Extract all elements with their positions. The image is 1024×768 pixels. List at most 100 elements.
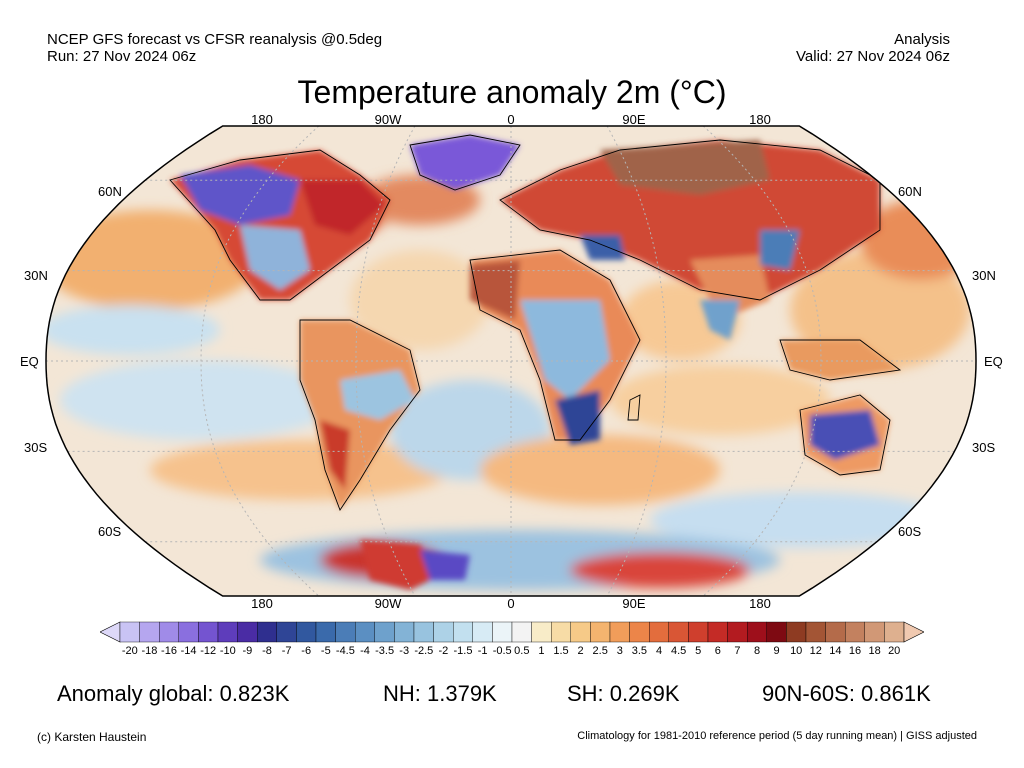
model-info-line: NCEP GFS forecast vs CFSR reanalysis @0.… bbox=[47, 31, 383, 48]
colorbar-segment bbox=[551, 621, 572, 643]
colorbar-tick-label: 1 bbox=[538, 645, 545, 657]
colorbar-tick-label: -8 bbox=[262, 645, 272, 657]
stat-arctic: 90N-60S: 0.861K bbox=[762, 681, 931, 706]
colorbar-segment bbox=[492, 621, 513, 643]
colorbar-over-triangle bbox=[903, 621, 924, 643]
colorbar-segment bbox=[766, 621, 787, 643]
colorbar-segment bbox=[707, 621, 728, 643]
colorbar-segment bbox=[139, 621, 160, 643]
colorbar-tick-label: -7 bbox=[281, 645, 292, 657]
stat-global: Anomaly global: 0.823K bbox=[57, 681, 290, 706]
colorbar-tick-label: -10 bbox=[219, 645, 236, 657]
lat-label-right: EQ bbox=[984, 354, 1003, 369]
meridian-line bbox=[200, 126, 320, 596]
colorbar-tick-label: -1 bbox=[477, 645, 488, 657]
stat-sh: SH: 0.269K bbox=[567, 681, 680, 706]
colorbar-tick-label: 10 bbox=[790, 645, 803, 657]
colorbar-tick-label: 9 bbox=[773, 645, 780, 657]
stat-nh: NH: 1.379K bbox=[383, 681, 497, 706]
colorbar-segment bbox=[178, 621, 199, 643]
colorbar-tick-label: 16 bbox=[848, 645, 862, 657]
lon-label-bottom: 90E bbox=[622, 596, 645, 611]
colorbar-tick-label: 5 bbox=[695, 645, 702, 657]
colorbar-segment bbox=[413, 621, 434, 643]
colorbar-tick-label: -12 bbox=[200, 645, 217, 657]
lon-label-top: 0 bbox=[507, 112, 514, 127]
colorbar-tick-label: 14 bbox=[829, 645, 842, 657]
lon-label-top: 180 bbox=[251, 112, 273, 127]
lat-label-right: 30N bbox=[972, 268, 996, 283]
colorbar-tick-label: -16 bbox=[161, 645, 177, 657]
colorbar-tick-label: 3.5 bbox=[631, 645, 648, 657]
colorbar-segment bbox=[864, 621, 885, 643]
colorbar-segment bbox=[119, 621, 140, 643]
colorbar-tick-label: 6 bbox=[714, 645, 721, 657]
valid-time-line: Valid: 27 Nov 2024 06z bbox=[796, 48, 950, 65]
meridian-line bbox=[606, 126, 667, 596]
colorbar-segment bbox=[394, 621, 415, 643]
colorbar-segment bbox=[845, 621, 866, 643]
lon-label-bottom: 90W bbox=[375, 596, 402, 611]
colorbar-segment bbox=[237, 621, 258, 643]
colorbar-segment bbox=[805, 621, 826, 643]
lon-label-top: 90W bbox=[375, 112, 402, 127]
colorbar-tick-label: -3.5 bbox=[375, 645, 395, 657]
colorbar-tick-label: 2.5 bbox=[592, 645, 608, 657]
lon-label-bottom: 180 bbox=[749, 596, 771, 611]
copyright: (c) Karsten Haustein bbox=[37, 730, 147, 744]
colorbar-tick-label: -4 bbox=[360, 645, 370, 657]
colorbar-tick-label: 8 bbox=[753, 645, 761, 657]
meridian-line bbox=[355, 126, 416, 596]
colorbar-tick-label: 0.5 bbox=[514, 645, 530, 657]
lat-label-left: 30N bbox=[24, 268, 48, 283]
colorbar-tick-label: -5 bbox=[320, 645, 331, 657]
colorbar-segment bbox=[570, 621, 591, 643]
lat-label-right: 30S bbox=[972, 440, 995, 455]
colorbar-segment bbox=[668, 621, 689, 643]
colorbar-segment bbox=[786, 621, 807, 643]
lon-label-bottom: 180 bbox=[251, 596, 273, 611]
colorbar-tick-label: 4.5 bbox=[670, 645, 687, 657]
colorbar-segment bbox=[374, 621, 395, 643]
temperature-anomaly-map: 180 90W 0 90E 180 180 90W 0 90E 180 60N … bbox=[20, 112, 1003, 611]
lat-label-left: 60N bbox=[98, 184, 122, 199]
colorbar bbox=[100, 621, 924, 643]
climatology-note: Climatology for 1981-2010 reference peri… bbox=[577, 730, 977, 742]
colorbar-segment bbox=[198, 621, 219, 643]
colorbar-tick-label: -1.5 bbox=[453, 645, 473, 657]
colorbar-segment bbox=[825, 621, 846, 643]
colorbar-segment bbox=[531, 621, 552, 643]
colorbar-segment bbox=[629, 621, 650, 643]
colorbar-segment bbox=[727, 621, 748, 643]
colorbar-tick-label: 1.5 bbox=[553, 645, 569, 657]
colorbar-segment bbox=[747, 621, 768, 643]
colorbar-tick-label: -18 bbox=[141, 645, 158, 657]
colorbar-under-triangle bbox=[100, 621, 121, 643]
colorbar-segment bbox=[590, 621, 611, 643]
lat-label-left: EQ bbox=[20, 354, 39, 369]
colorbar-tick-label: -14 bbox=[180, 645, 197, 657]
colorbar-segment bbox=[472, 621, 493, 643]
lat-label-left: 30S bbox=[24, 440, 47, 455]
colorbar-tick-label: 7 bbox=[734, 645, 741, 657]
colorbar-tick-label: -4.5 bbox=[335, 645, 355, 657]
colorbar-segment bbox=[315, 621, 336, 643]
graticule bbox=[46, 126, 976, 596]
colorbar-tick-label: -2 bbox=[438, 645, 449, 657]
colorbar-segment bbox=[276, 621, 297, 643]
lat-label-right: 60S bbox=[898, 524, 921, 539]
colorbar-segment bbox=[511, 621, 532, 643]
colorbar-segment bbox=[335, 621, 356, 643]
colorbar-segment bbox=[453, 621, 474, 643]
analysis-label: Analysis bbox=[894, 31, 950, 48]
colorbar-tick-label: 2 bbox=[577, 645, 584, 657]
globe-outline bbox=[45, 125, 977, 597]
colorbar-tick-label: -6 bbox=[301, 645, 312, 657]
lon-label-top: 90E bbox=[622, 112, 645, 127]
colorbar-tick-label: 18 bbox=[868, 645, 881, 657]
lat-label-left: 60S bbox=[98, 524, 121, 539]
colorbar-segment bbox=[884, 621, 905, 643]
map-title: Temperature anomaly 2m (°C) bbox=[297, 74, 727, 110]
colorbar-segment bbox=[649, 621, 670, 643]
lon-label-bottom: 0 bbox=[507, 596, 514, 611]
